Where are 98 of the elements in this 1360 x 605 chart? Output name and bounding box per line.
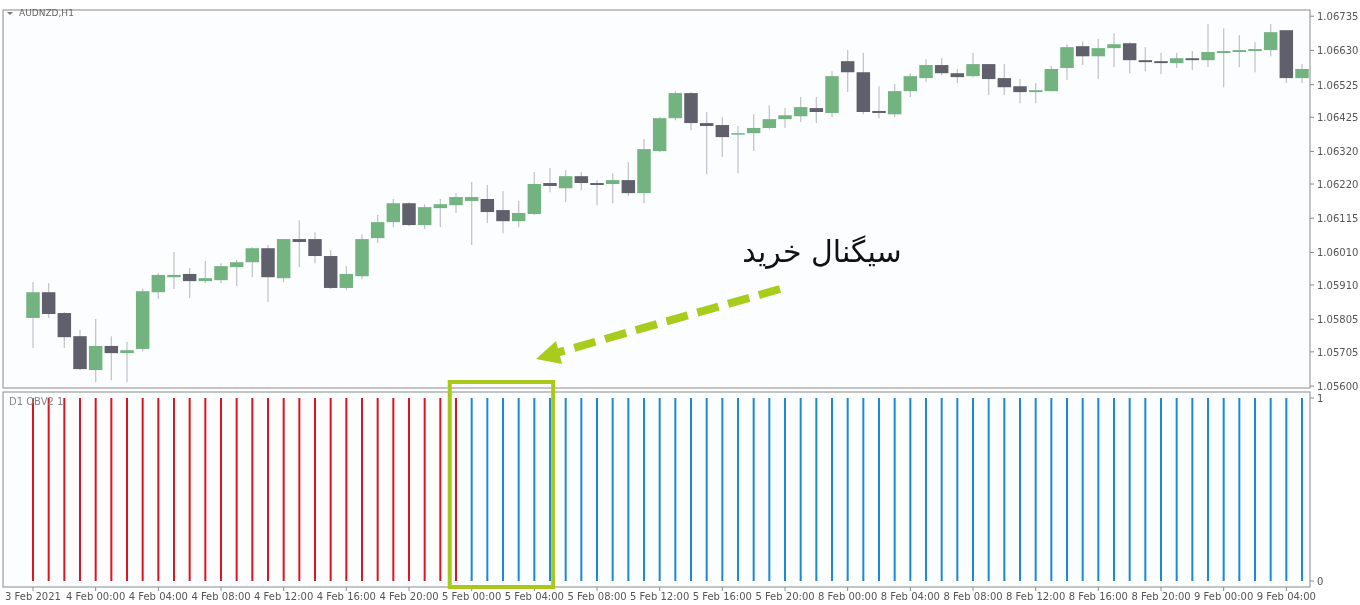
candlestick [433, 198, 448, 228]
candlestick [872, 85, 886, 119]
candlestick [715, 116, 730, 158]
candlestick [1138, 46, 1153, 72]
x-tick-label: 8 Feb 08:00 [943, 591, 1003, 602]
candlestick [417, 203, 432, 230]
x-tick-label: 4 Feb 08:00 [191, 591, 251, 602]
candlestick [809, 96, 824, 124]
y-tick-label: 1.06630 [1317, 45, 1359, 57]
candlestick [1263, 23, 1278, 57]
y-tick-label: 1.05910 [1317, 280, 1359, 292]
x-tick-label: 8 Feb 20:00 [1131, 591, 1191, 602]
x-tick-label: 8 Feb 16:00 [1068, 591, 1128, 602]
candlestick [104, 335, 119, 381]
candlestick [464, 181, 479, 246]
candlestick [496, 190, 510, 234]
candlestick [449, 192, 463, 214]
candlestick [621, 161, 636, 197]
candlestick [840, 49, 855, 93]
candlestick [292, 219, 307, 268]
candlestick [887, 83, 902, 118]
x-tick-label: 8 Feb 12:00 [1006, 591, 1066, 602]
y-tick-label: 1.06115 [1317, 213, 1359, 225]
x-tick-label: 4 Feb 00:00 [66, 591, 126, 602]
x-tick-label: 9 Feb 00:00 [1194, 591, 1254, 602]
y-tick-label: 1.05805 [1317, 314, 1359, 326]
candlestick [699, 111, 714, 175]
candlestick [480, 184, 495, 224]
candlestick [1107, 32, 1121, 68]
candlestick [1216, 27, 1231, 88]
candlestick [1013, 78, 1027, 104]
annotation: سیگنال خرید [742, 234, 902, 269]
candlestick [1091, 38, 1106, 80]
candlestick [229, 259, 244, 287]
y-tick-label: 1.06525 [1317, 79, 1359, 91]
y-tick-label: 1.05705 [1317, 346, 1359, 358]
candlestick [1122, 41, 1137, 74]
candlestick [511, 200, 526, 228]
candlestick [167, 251, 181, 290]
y-tick-label: 1 [1317, 393, 1324, 404]
candlestick [1044, 65, 1059, 92]
x-tick-label: 8 Feb 00:00 [818, 591, 878, 602]
candlestick [120, 341, 134, 383]
candlestick [339, 265, 354, 291]
y-tick-label: 0 [1317, 576, 1324, 587]
x-tick-label: 8 Feb 04:00 [880, 591, 940, 602]
x-tick-label: 5 Feb 12:00 [630, 591, 690, 602]
candlestick [997, 63, 1012, 96]
x-tick-label: 4 Feb 04:00 [128, 591, 188, 602]
candlestick [182, 267, 197, 299]
candlestick [1248, 41, 1262, 73]
candlestick [41, 282, 56, 319]
candlestick [731, 125, 745, 174]
y-tick-label: 1.05600 [1317, 381, 1359, 393]
y-tick-label: 1.06010 [1317, 247, 1359, 259]
candlestick [1232, 34, 1247, 68]
candlestick [214, 262, 228, 284]
x-tick-label: 4 Feb 12:00 [254, 591, 314, 602]
candlestick [746, 113, 761, 152]
x-tick-label: 5 Feb 20:00 [755, 591, 815, 602]
candlestick [308, 231, 322, 264]
x-tick-label: 5 Feb 00:00 [442, 591, 502, 602]
candlestick [574, 171, 589, 191]
candlestick [919, 58, 933, 83]
candlestick [151, 272, 166, 300]
candlestick [966, 52, 980, 78]
candlestick [762, 104, 777, 130]
candlestick [605, 172, 620, 204]
x-tick-label: 5 Feb 04:00 [504, 591, 564, 602]
candlestick [245, 246, 260, 278]
candlestick [543, 167, 557, 193]
candlestick [590, 179, 604, 206]
candlestick [1075, 40, 1090, 66]
candlestick [1201, 23, 1215, 68]
x-tick-label: 9 Feb 04:00 [1256, 591, 1316, 602]
x-tick-label: 3 Feb 2021 [5, 591, 61, 602]
candlestick [198, 260, 213, 284]
candlestick [981, 63, 996, 96]
candlestick [370, 214, 385, 244]
y-tick-label: 1.06320 [1317, 146, 1359, 158]
chart-title: AUDNZD,H1 [19, 8, 74, 18]
candlestick [778, 107, 792, 129]
candlestick [386, 198, 401, 228]
x-tick-label: 5 Feb 16:00 [692, 591, 752, 602]
candlestick [1028, 82, 1043, 104]
candlestick [1060, 43, 1074, 81]
x-tick-label: 4 Feb 16:00 [316, 591, 376, 602]
y-tick-label: 1.06425 [1317, 112, 1359, 124]
candlestick [1185, 50, 1200, 71]
candlestick [793, 96, 808, 123]
candlestick [558, 169, 573, 203]
x-tick-label: 4 Feb 20:00 [379, 591, 439, 602]
x-tick-label: 5 Feb 08:00 [567, 591, 627, 602]
candlestick [903, 72, 918, 98]
candlestick [402, 201, 416, 227]
y-tick-label: 1.06735 [1317, 11, 1359, 23]
y-tick-label: 1.06220 [1317, 179, 1359, 191]
candlestick [1154, 52, 1168, 75]
